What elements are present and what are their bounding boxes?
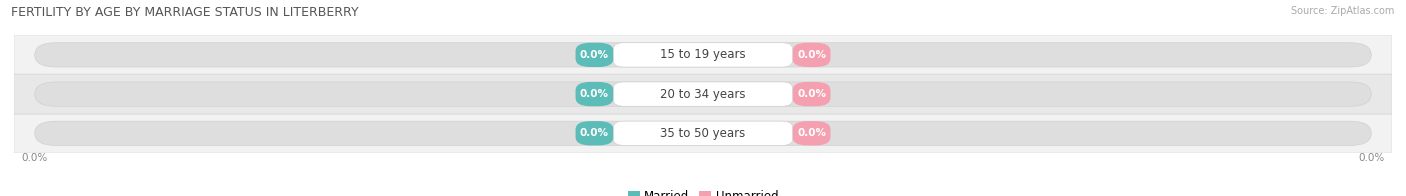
FancyBboxPatch shape [575,121,613,145]
Text: 0.0%: 0.0% [21,153,48,163]
Text: 0.0%: 0.0% [581,89,609,99]
FancyBboxPatch shape [793,121,831,145]
Bar [14,114,1392,153]
Text: 0.0%: 0.0% [581,128,609,138]
FancyBboxPatch shape [613,82,793,106]
Text: 35 to 50 years: 35 to 50 years [661,127,745,140]
Text: Source: ZipAtlas.com: Source: ZipAtlas.com [1291,6,1395,16]
Text: 0.0%: 0.0% [581,50,609,60]
Text: 20 to 34 years: 20 to 34 years [661,88,745,101]
Legend: Married, Unmarried: Married, Unmarried [623,186,783,196]
Bar [14,74,1392,114]
Text: 0.0%: 0.0% [797,128,825,138]
Text: FERTILITY BY AGE BY MARRIAGE STATUS IN LITERBERRY: FERTILITY BY AGE BY MARRIAGE STATUS IN L… [11,6,359,19]
Text: 0.0%: 0.0% [797,89,825,99]
Text: 0.0%: 0.0% [1358,153,1385,163]
FancyBboxPatch shape [613,43,793,67]
FancyBboxPatch shape [35,82,1371,106]
FancyBboxPatch shape [35,121,1371,145]
FancyBboxPatch shape [35,43,1371,67]
Bar [14,35,1392,74]
FancyBboxPatch shape [575,82,613,106]
Text: 0.0%: 0.0% [797,50,825,60]
FancyBboxPatch shape [613,121,793,145]
FancyBboxPatch shape [793,82,831,106]
FancyBboxPatch shape [793,43,831,67]
FancyBboxPatch shape [575,43,613,67]
Text: 15 to 19 years: 15 to 19 years [661,48,745,61]
